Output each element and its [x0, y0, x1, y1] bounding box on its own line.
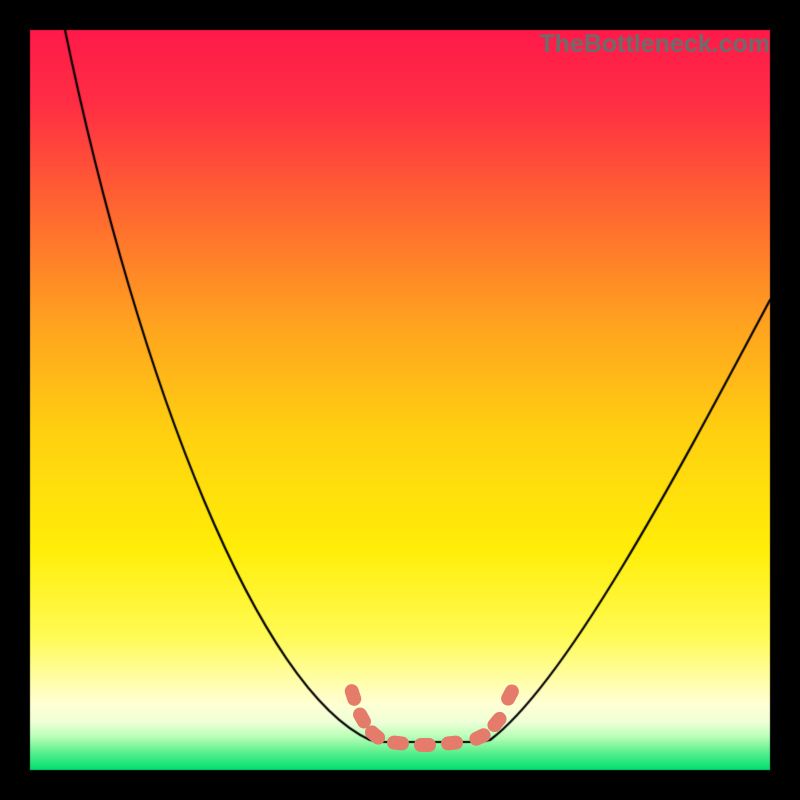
bottleneck-curve-canvas — [0, 0, 800, 800]
chart-stage: TheBottleneck.com — [0, 0, 800, 800]
